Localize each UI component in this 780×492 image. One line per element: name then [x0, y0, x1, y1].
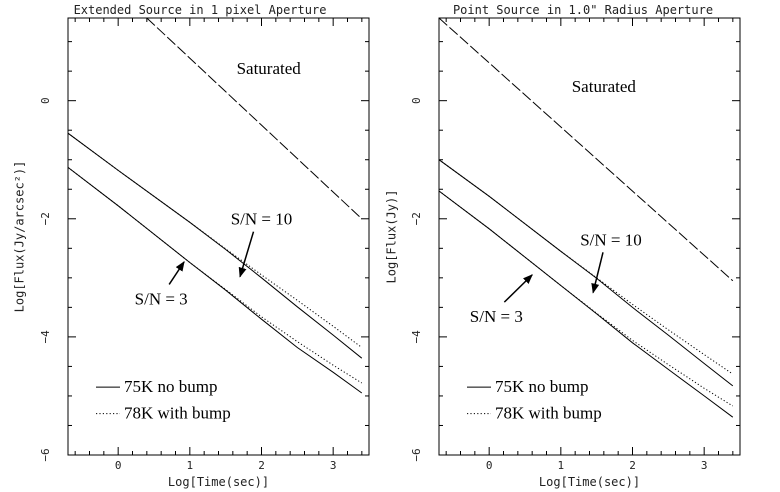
y-axis-label: Log[Flux(Jy)] [385, 190, 399, 284]
x-tick-label: 0 [115, 459, 122, 472]
annotation-arrow [238, 231, 255, 278]
y-axis-label: Log[Flux(Jy/arcsec²)] [13, 161, 27, 313]
annotation-label: Saturated [237, 59, 302, 78]
series-line-solid [439, 159, 734, 387]
chart-panel-1: Extended Source in 1 pixel Aperture 0 1 2 3 0… [13, 3, 370, 489]
series-line-solid [68, 132, 363, 359]
chart-title: Extended Source in 1 pixel Aperture [74, 3, 327, 17]
annotation-label: S/N = 3 [470, 307, 523, 326]
y-tick-label: −2 [39, 212, 52, 225]
annotation-arrow [168, 261, 185, 285]
annotation-arrow [503, 274, 533, 303]
x-tick-label: 1 [187, 459, 194, 472]
legend-label: 75K no bump [124, 377, 218, 396]
y-tick-label: −6 [410, 448, 423, 461]
series-line-dotted [68, 167, 363, 384]
chart-title: Point Source in 1.0" Radius Aperture [453, 3, 713, 17]
y-tick-label: 0 [39, 97, 52, 104]
y-tick-label: −4 [39, 330, 52, 344]
y-tick-label: −6 [39, 448, 52, 461]
chart-panel-2: Point Source in 1.0" Radius Aperture 0 1 2 3… [385, 3, 741, 489]
series-line-dotted [68, 132, 363, 348]
x-tick-label: 3 [701, 459, 708, 472]
series-line-dashed [439, 18, 734, 282]
y-tick-label: −4 [410, 330, 423, 344]
series-line-dotted [439, 159, 734, 375]
plot-frame [67, 17, 370, 456]
x-axis-label: Log[Time(sec)] [168, 475, 269, 489]
legend-label: 78K with bump [495, 404, 602, 423]
annotation-arrow [591, 252, 604, 294]
x-tick-label: 1 [558, 459, 565, 472]
annotation-label: S/N = 10 [580, 230, 642, 249]
annotation-label: Saturated [572, 77, 637, 96]
series-line-solid [439, 190, 734, 418]
series-line-dashed [146, 18, 363, 220]
x-tick-label: 2 [629, 459, 636, 472]
x-tick-label: 2 [258, 459, 265, 472]
annotation-label: S/N = 3 [135, 289, 188, 308]
x-tick-label: 3 [330, 459, 337, 472]
legend-label: 78K with bump [124, 404, 231, 423]
series-line-dotted [439, 190, 734, 407]
y-tick-label: 0 [410, 97, 423, 104]
y-tick-label: −2 [410, 212, 423, 225]
legend-label: 75K no bump [495, 377, 589, 396]
x-axis-label: Log[Time(sec)] [539, 475, 640, 489]
x-tick-label: 0 [486, 459, 493, 472]
annotation-label: S/N = 10 [231, 210, 293, 229]
